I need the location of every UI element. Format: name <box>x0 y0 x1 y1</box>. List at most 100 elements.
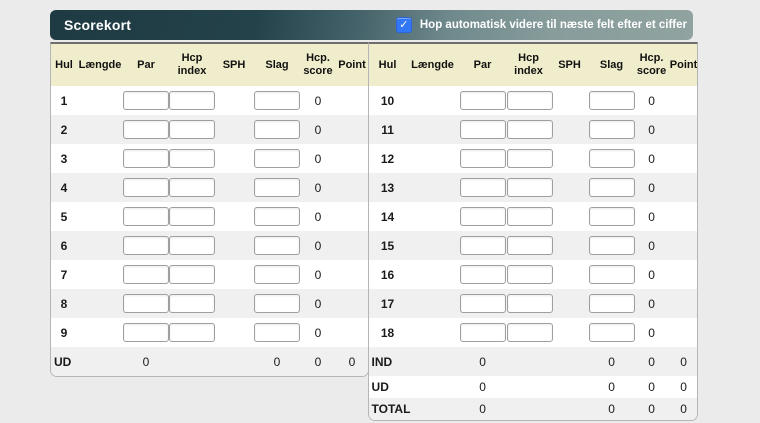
hcp-index-cell <box>169 260 215 289</box>
sph-cell <box>215 318 253 347</box>
back-nine-grid: Hul Længde Par Hcp index SPH Slag Hcp. score Po… <box>368 44 697 420</box>
laengde-cell <box>407 144 459 173</box>
hole-6-hcp-index-input[interactable] <box>169 236 215 255</box>
hcp-score-cell: 0 <box>314 151 322 166</box>
hole-1-par-input[interactable] <box>123 91 169 110</box>
laengde-cell <box>407 115 459 144</box>
hcp-index-total-cell <box>507 347 551 376</box>
hole-15-slag-input[interactable] <box>588 236 635 255</box>
sph-cell <box>215 144 253 173</box>
hole-10-slag-input[interactable] <box>588 91 635 110</box>
hole-18-hcp-index-input[interactable] <box>506 323 553 342</box>
hole-7-par-input[interactable] <box>123 265 169 284</box>
hole-16-hcp-index-input[interactable] <box>506 265 553 284</box>
hole-9-hcp-index-input[interactable] <box>169 323 215 342</box>
hole-13-par-input[interactable] <box>459 178 506 197</box>
hole-10-hcp-index-input[interactable] <box>506 91 553 110</box>
hole-3-hcp-index-input[interactable] <box>169 149 215 168</box>
slag-cell <box>253 318 301 347</box>
hole-4-hcp-index-input[interactable] <box>169 178 215 197</box>
hole-5-hcp-index-input[interactable] <box>169 207 215 226</box>
col-header-hcp-index: Hcp index <box>169 44 215 86</box>
hul-cell: 7 <box>60 267 68 282</box>
point-cell <box>669 115 697 144</box>
back-column-header-row: Hul Længde Par Hcp index SPH Slag Hcp. score Po… <box>368 44 697 86</box>
hole-9-par-input[interactable] <box>123 323 169 342</box>
hole-14-par-input[interactable] <box>459 207 506 226</box>
hole-13-hcp-index-input[interactable] <box>506 178 553 197</box>
hole-8-slag-input[interactable] <box>254 294 300 313</box>
hole-17-slag-input[interactable] <box>588 294 635 313</box>
hcp-index-cell <box>506 289 553 318</box>
hole-18-par-input[interactable] <box>459 323 506 342</box>
hole-1-hcp-index-input[interactable] <box>169 91 215 110</box>
slag-cell <box>588 86 635 115</box>
hole-15-par-input[interactable] <box>459 236 506 255</box>
back-nine-table: Hul Længde Par Hcp index SPH Slag Hcp. score Po… <box>367 42 698 421</box>
hole-5-slag-input[interactable] <box>254 207 300 226</box>
hole-7-slag-input[interactable] <box>254 265 300 284</box>
hcp-score-cell: 0 <box>648 325 655 340</box>
hole-17-hcp-index-input[interactable] <box>506 294 553 313</box>
hole-10-row: 10 0 <box>369 86 697 115</box>
hcp-index-total-cell <box>507 398 551 420</box>
hole-6-par-input[interactable] <box>123 236 169 255</box>
hole-2-par-input[interactable] <box>123 120 169 139</box>
hcp-index-cell <box>169 202 215 231</box>
hole-9-slag-input[interactable] <box>254 323 300 342</box>
front-column-header-row: Hul Længde Par Hcp index SPH Slag Hcp. score Po… <box>51 44 368 86</box>
hole-7-hcp-index-input[interactable] <box>169 265 215 284</box>
back-nine-body: 10 0 11 0 12 0 13 0 14 0 15 0 16 0 17 0 18 0 IND 0 0 0 0 UD 0 0 0 0… <box>368 86 697 420</box>
hole-8-par-input[interactable] <box>123 294 169 313</box>
hole-2-slag-input[interactable] <box>254 120 300 139</box>
par-cell <box>123 144 169 173</box>
hole-10-par-input[interactable] <box>459 91 506 110</box>
hole-8-hcp-index-input[interactable] <box>169 294 215 313</box>
par-cell <box>123 86 169 115</box>
hole-11-par-input[interactable] <box>459 120 506 139</box>
hole-6-slag-input[interactable] <box>254 236 300 255</box>
hole-4-par-input[interactable] <box>123 178 169 197</box>
hole-14-slag-input[interactable] <box>588 207 635 226</box>
hole-3-slag-input[interactable] <box>254 149 300 168</box>
hole-13-slag-input[interactable] <box>588 178 635 197</box>
hole-12-slag-input[interactable] <box>588 149 635 168</box>
hole-17-par-input[interactable] <box>459 294 506 313</box>
hole-12-par-input[interactable] <box>459 149 506 168</box>
autojump-option[interactable]: ✓ Hop automatisk videre til næste felt e… <box>395 10 687 40</box>
hcp-index-cell <box>506 115 553 144</box>
slag-cell <box>588 202 635 231</box>
hole-3-par-input[interactable] <box>123 149 169 168</box>
hole-11-slag-input[interactable] <box>588 120 635 139</box>
hole-14-row: 14 0 <box>369 202 697 231</box>
col-header-sph: SPH <box>215 44 253 86</box>
hole-1-slag-input[interactable] <box>254 91 300 110</box>
col-header-hcp-index: Hcp index <box>506 44 551 86</box>
hole-14-hcp-index-input[interactable] <box>506 207 553 226</box>
hole-12-hcp-index-input[interactable] <box>506 149 553 168</box>
hole-16-par-input[interactable] <box>459 265 506 284</box>
hole-2-hcp-index-input[interactable] <box>169 120 215 139</box>
laengde-cell <box>407 202 459 231</box>
hole-18-slag-input[interactable] <box>588 323 635 342</box>
hole-15-hcp-index-input[interactable] <box>506 236 553 255</box>
hole-15-row: 15 0 <box>368 231 697 260</box>
hole-5-par-input[interactable] <box>123 207 169 226</box>
autojump-checkbox[interactable]: ✓ <box>395 17 412 33</box>
hcp-score-total-cell: 0 <box>648 380 655 394</box>
hole-16-slag-input[interactable] <box>588 265 635 284</box>
sph-cell <box>551 318 589 347</box>
sph-total-cell <box>551 347 589 376</box>
par-cell <box>123 260 169 289</box>
hcp-score-cell: 0 <box>314 238 322 253</box>
titlebar: Scorekort ✓ Hop automatisk videre til næ… <box>50 10 693 40</box>
hole-11-hcp-index-input[interactable] <box>506 120 553 139</box>
col-header-hcp-score: Hcp. score <box>301 44 335 86</box>
slag-cell <box>253 86 301 115</box>
hole-4-slag-input[interactable] <box>254 178 300 197</box>
hcp-index-cell <box>169 86 215 115</box>
sph-cell <box>551 202 589 231</box>
hul-cell: 6 <box>60 238 68 253</box>
laengde-cell <box>77 202 123 231</box>
